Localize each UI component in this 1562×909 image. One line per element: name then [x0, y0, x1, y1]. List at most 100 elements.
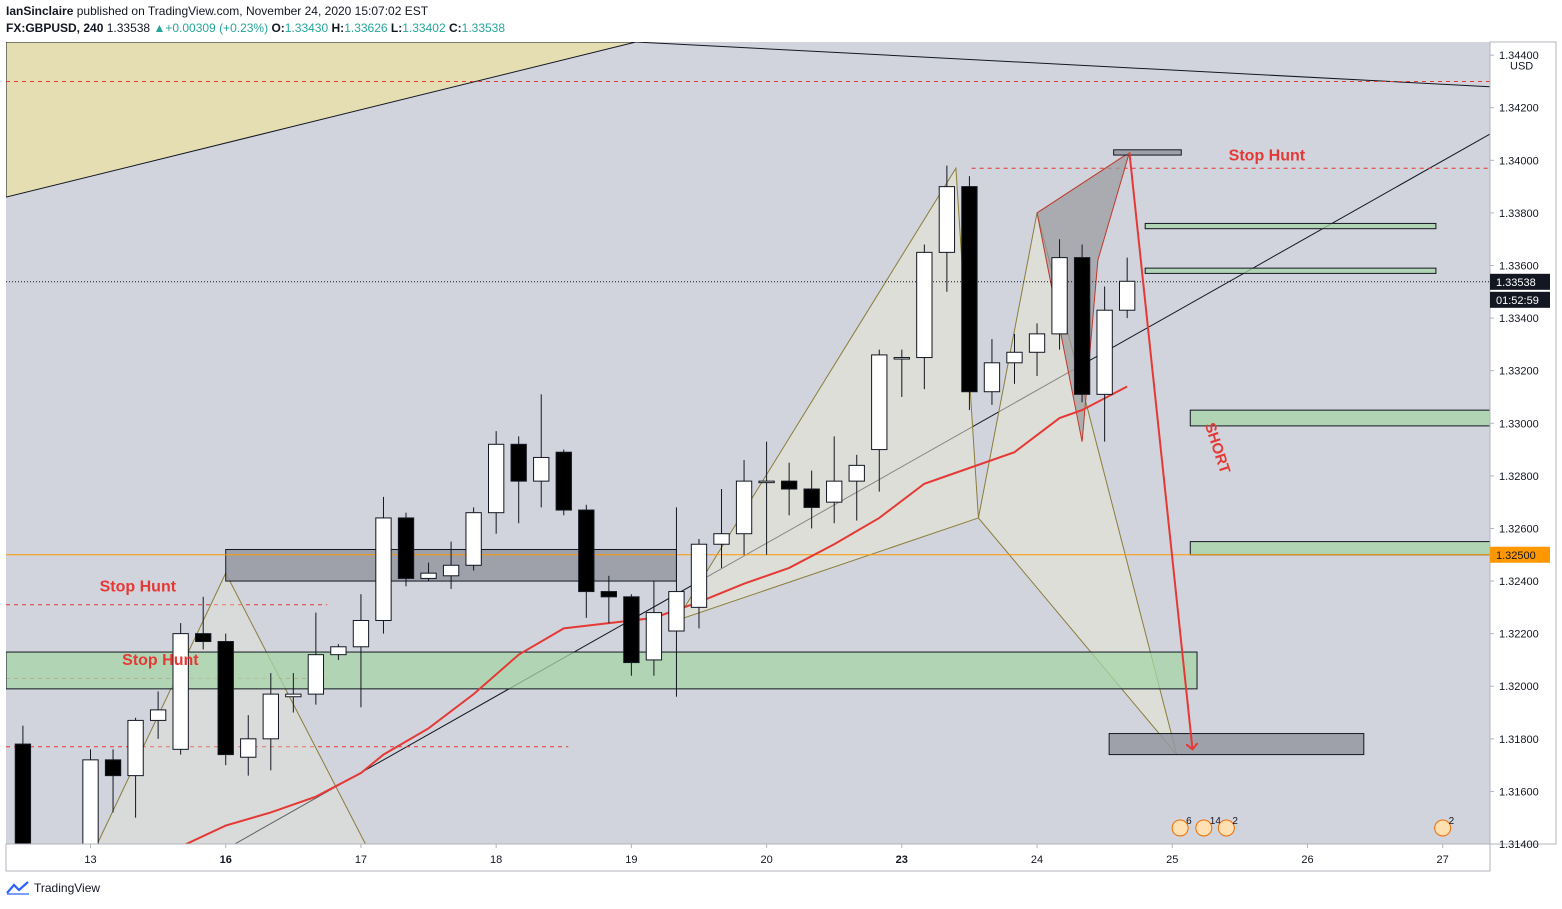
candle-bullish [916, 251, 933, 359]
candle-bullish [826, 480, 843, 503]
y-tick-label: 1.33200 [1499, 366, 1539, 378]
last-price-value: 1.33538 [1496, 277, 1536, 289]
stop-hunt-label: Stop Hunt [1229, 147, 1306, 164]
candle-bearish [1073, 257, 1091, 395]
event-count: 6 [1186, 816, 1192, 827]
y-tick-label: 1.31800 [1499, 734, 1539, 746]
candle-bearish [555, 451, 572, 511]
event-flag-icon [1195, 819, 1213, 837]
level-price-tag [1490, 546, 1550, 563]
event-count: 2 [1449, 816, 1455, 827]
plot-area[interactable] [6, 42, 1490, 844]
candle-bullish [127, 719, 144, 777]
high-value: 1.33626 [344, 21, 388, 35]
candle-bullish [172, 633, 189, 750]
last-price: 1.33538 [106, 21, 151, 35]
candle-bearish [14, 743, 32, 844]
close-label: C: [448, 21, 462, 35]
tradingview-brand[interactable]: TradingView [34, 881, 101, 895]
low-value: 1.33402 [402, 21, 446, 35]
high-label: H: [331, 21, 345, 35]
candle-bullish [1051, 257, 1068, 335]
candle-bullish [713, 533, 730, 545]
demand-zone [1144, 267, 1437, 274]
candle-bearish [623, 596, 640, 664]
interval-label[interactable]: 240 [83, 21, 104, 35]
candle-bearish [195, 633, 212, 643]
harmonic-pattern-bcd [977, 212, 1178, 755]
demand-zone [6, 651, 1198, 690]
level-price-value: 1.32500 [1496, 550, 1536, 562]
event-count: 2 [1232, 816, 1238, 827]
candle-bullish [240, 738, 257, 758]
y-tick-label: 1.33800 [1499, 208, 1539, 220]
candle-bearish [510, 443, 527, 482]
x-tick-label: 24 [1031, 854, 1043, 866]
candle-bullish [893, 357, 910, 360]
candle-bullish [420, 572, 437, 579]
candle-bullish [690, 543, 708, 608]
candle-bullish [645, 612, 663, 661]
candle-bullish [938, 186, 956, 253]
price-change: +0.00309 (+0.23%) [165, 21, 269, 35]
bar-countdown: 01:52:59 [1496, 295, 1539, 307]
candle-bullish [735, 480, 753, 535]
y-tick-label: 1.33600 [1499, 261, 1539, 273]
x-tick-label: 19 [625, 854, 637, 866]
candle-bullish [465, 512, 482, 566]
countdown-tag [1490, 291, 1550, 308]
candle-bullish [352, 619, 370, 648]
x-tick-label: 26 [1301, 854, 1313, 866]
y-tick-label: 1.33000 [1499, 418, 1539, 430]
candle-bullish [533, 456, 550, 482]
x-tick-label: 17 [355, 854, 367, 866]
candle-bullish [848, 464, 865, 482]
y-tick-label: 1.31600 [1499, 786, 1539, 798]
y-tick-label: 1.34000 [1499, 155, 1539, 167]
time-axis[interactable] [5, 843, 1491, 872]
supply-zone [1113, 149, 1182, 156]
published-text: published on TradingView.com, November 2… [76, 4, 429, 18]
currency-label: USD [1510, 61, 1533, 73]
open-label: O: [271, 21, 285, 35]
candle-bullish [149, 709, 167, 721]
resistance-trendline [635, 42, 1490, 88]
candle-bullish [1096, 309, 1113, 395]
event-flag-icon [1434, 819, 1452, 837]
x-tick-label: 27 [1437, 854, 1449, 866]
candle-bullish [262, 693, 279, 740]
event-flag-icon [1171, 819, 1189, 837]
candle-bearish [961, 186, 978, 393]
symbol-name[interactable]: FX:GBPUSD [6, 21, 77, 35]
candle-bullish [82, 759, 99, 844]
candle-bullish [1006, 351, 1023, 364]
price-axis[interactable] [1489, 41, 1557, 845]
short-arrow [1128, 152, 1192, 749]
x-tick-label: 16 [220, 854, 232, 866]
demand-zone [1189, 541, 1490, 556]
stop-hunt-label: Stop Hunt [122, 652, 199, 669]
candle-bullish [871, 354, 888, 451]
publish-info: IanSinclaire published on TradingView.co… [6, 4, 428, 18]
last-price-tag [1490, 273, 1550, 290]
stop-hunt-label: Stop Hunt [100, 579, 177, 596]
tradingview-logo-icon [6, 881, 29, 895]
symbol-info-bar: FX:GBPUSD, 240 1.33538 ▲+0.00309 (+0.23%… [6, 21, 506, 35]
y-tick-label: 1.34400 [1499, 50, 1539, 62]
wedge-shape [6, 42, 637, 198]
y-tick-label: 1.33400 [1499, 313, 1539, 325]
x-tick-label: 13 [84, 854, 96, 866]
y-tick-label: 1.32600 [1499, 523, 1539, 535]
open-value: 1.33430 [284, 21, 329, 35]
author-name[interactable]: IanSinclaire [6, 4, 74, 18]
x-tick-label: 25 [1166, 854, 1178, 866]
y-tick-label: 1.32400 [1499, 576, 1539, 588]
candle-bullish [442, 564, 460, 577]
supply-zone [1108, 733, 1365, 756]
y-tick-label: 1.32000 [1499, 681, 1539, 693]
event-count: 14 [1210, 816, 1222, 827]
change-arrow-icon: ▲ [153, 21, 166, 35]
demand-zone [1144, 222, 1437, 230]
candle-bullish [983, 362, 1001, 393]
